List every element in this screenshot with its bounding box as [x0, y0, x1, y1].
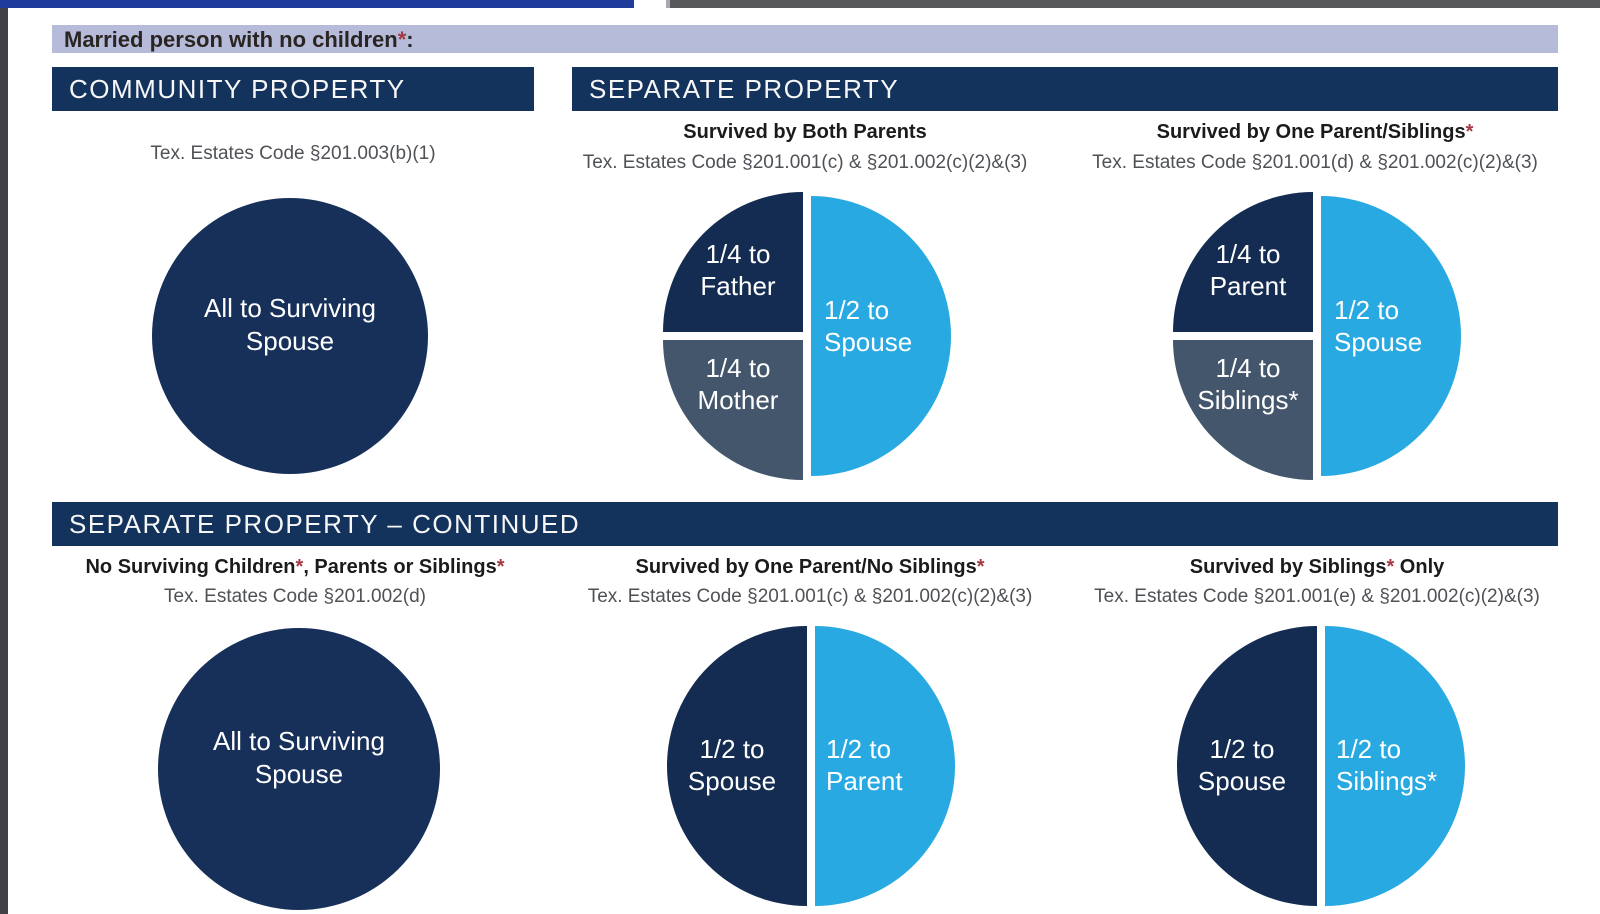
scenario-banner: Married person with no children*: [52, 25, 1558, 53]
heading-text: Survived by Both Parents [683, 121, 927, 143]
slice-label-spouse: 1/2 to Spouse [666, 733, 798, 797]
slice-siblings-quarter [1173, 340, 1313, 480]
separate-property-header-label: SEPARATE PROPERTY [589, 74, 900, 104]
slice-label-father: 1/4 to Father [668, 238, 808, 302]
circle-label-line1: All to Surviving [204, 293, 376, 323]
siblings-only-code-cite: Tex. Estates Code §201.001(e) & §201.002… [1094, 586, 1540, 607]
slice-label-parent: 1/4 to Parent [1178, 238, 1318, 302]
pie-svg [1173, 192, 1461, 480]
slice-label-line1: 1/4 to [1215, 239, 1281, 269]
slice-label-line1: 1/2 to [1209, 734, 1275, 764]
asterisk-note-marker: * [1386, 556, 1395, 578]
slice-spouse-half [1321, 196, 1461, 476]
heading-text: , Parents or Siblings [303, 556, 497, 578]
slice-label-line2: Spouse [687, 766, 777, 796]
slice-father-quarter [663, 192, 803, 332]
slice-label-line2: Spouse [824, 327, 913, 357]
heading-text: Survived by One Parent/Siblings [1156, 121, 1466, 143]
slice-label-line1: 1/2 to [1336, 734, 1402, 764]
top-edge-divider [666, 0, 670, 8]
asterisk-note-marker: * [496, 556, 505, 578]
slice-parent-half [815, 626, 955, 906]
slice-label-line1: 1/2 to [699, 734, 765, 764]
slice-label-line2: Father [700, 271, 776, 301]
slice-label-line1: 1/2 to [824, 295, 890, 325]
slice-spouse-half [811, 196, 951, 476]
slice-siblings-half [1325, 626, 1465, 906]
slice-label-line2: Mother [697, 385, 779, 415]
left-page-edge [0, 8, 8, 914]
circle-label-line1: All to Surviving [213, 726, 385, 756]
both-parents-code-cite: Tex. Estates Code §201.001(c) & §201.002… [582, 152, 1028, 173]
community-property-header-bar: COMMUNITY PROPERTY [52, 67, 534, 111]
pie-svg [667, 626, 955, 906]
asterisk-note-marker: * [295, 556, 304, 578]
slice-spouse-half [1177, 626, 1317, 906]
heading-text: Survived by Siblings [1189, 556, 1387, 578]
slice-label-line2: Parent [826, 766, 903, 796]
slice-label-line1: 1/4 to [705, 353, 771, 383]
slice-label-mother: 1/4 to Mother [668, 352, 808, 416]
slice-label-line2: Siblings* [1336, 766, 1438, 796]
slice-parent-quarter [1173, 192, 1313, 332]
slice-label-siblings: 1/2 to Siblings* [1336, 733, 1437, 797]
slice-mother-quarter [663, 340, 803, 480]
one-parent-siblings-pie-chart: 1/4 to Parent 1/4 to Siblings* 1/2 to Sp… [1172, 191, 1462, 481]
circle-label-line2: Spouse [245, 326, 335, 356]
heading-text: Survived by One Parent/No Siblings [635, 556, 977, 578]
one-parent-siblings-code-cite: Tex. Estates Code §201.001(d) & §201.002… [1092, 152, 1538, 173]
one-parent-no-siblings-heading: Survived by One Parent/No Siblings* [560, 556, 1060, 579]
slice-label-line2: Parent [1209, 271, 1287, 301]
slice-label-line1: 1/2 to [826, 734, 892, 764]
one-parent-no-siblings-code-cite: Tex. Estates Code §201.001(c) & §201.002… [587, 586, 1033, 607]
slice-label-line1: 1/4 to [705, 239, 771, 269]
one-parent-no-siblings-pie-chart: 1/2 to Spouse 1/2 to Parent [666, 621, 956, 911]
heading-text: Married person with no children [64, 27, 398, 52]
separate-property-continued-label: SEPARATE PROPERTY – CONTINUED [69, 509, 581, 539]
community-property-circle-chart: All to Surviving Spouse [152, 198, 428, 474]
siblings-only-pie-chart: 1/2 to Spouse 1/2 to Siblings* [1176, 621, 1466, 911]
both-parents-heading: Survived by Both Parents [555, 121, 1055, 144]
pie-svg [663, 192, 951, 480]
no-survivors-heading: No Surviving Children*, Parents or Sibli… [45, 556, 545, 579]
circle-chart-label: All to Surviving Spouse [213, 725, 385, 791]
circle-label-line2: Spouse [254, 759, 344, 789]
both-parents-pie-chart: 1/4 to Father 1/4 to Mother 1/2 to Spous… [662, 191, 952, 481]
scenario-banner-title: Married person with no children*: [52, 25, 1558, 54]
heading-text: : [406, 27, 414, 52]
no-survivors-circle-chart: All to Surviving Spouse [158, 628, 440, 910]
top-edge-blue-rule [0, 0, 634, 8]
asterisk-note-marker: * [1465, 121, 1474, 143]
one-parent-siblings-heading: Survived by One Parent/Siblings* [1065, 121, 1565, 144]
slice-label-line1: 1/4 to [1215, 353, 1281, 383]
slice-label-line2: Spouse [1197, 766, 1287, 796]
asterisk-note-marker: * [397, 27, 407, 52]
slice-label-line1: 1/2 to [1334, 295, 1400, 325]
slice-label-spouse: 1/2 to Spouse [1334, 294, 1422, 358]
separate-property-header-bar: SEPARATE PROPERTY [572, 67, 1558, 111]
slice-label-line2: Spouse [1334, 327, 1423, 357]
slice-label-spouse: 1/2 to Spouse [1176, 733, 1308, 797]
slice-spouse-half [667, 626, 807, 906]
slice-label-spouse: 1/2 to Spouse [824, 294, 912, 358]
slice-label-siblings: 1/4 to Siblings* [1178, 352, 1318, 416]
slice-label-parent: 1/2 to Parent [826, 733, 903, 797]
pie-svg [1177, 626, 1465, 906]
community-property-header-label: COMMUNITY PROPERTY [69, 74, 406, 104]
circle-chart-label: All to Surviving Spouse [204, 292, 376, 358]
asterisk-note-marker: * [976, 556, 985, 578]
top-edge-gray-rule [670, 0, 1600, 8]
heading-text: Only [1394, 556, 1445, 578]
separate-property-continued-header-bar: SEPARATE PROPERTY – CONTINUED [52, 502, 1558, 546]
no-survivors-code-cite: Tex. Estates Code §201.002(d) [164, 586, 426, 607]
siblings-only-heading: Survived by Siblings* Only [1067, 556, 1567, 579]
heading-text: No Surviving Children [85, 556, 296, 578]
community-property-code-cite: Tex. Estates Code §201.003(b)(1) [150, 143, 436, 164]
slice-label-line2: Siblings* [1197, 385, 1299, 415]
